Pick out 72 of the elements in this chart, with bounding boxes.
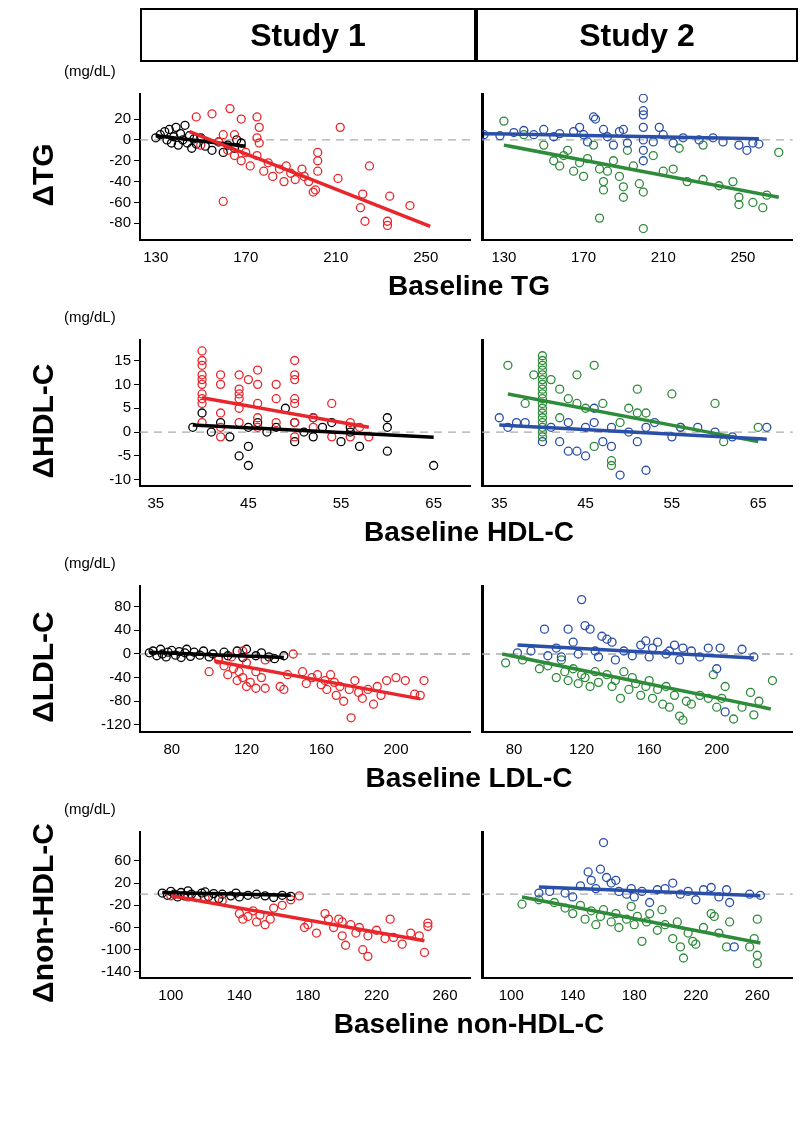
- x-tick-label: 250: [730, 248, 756, 266]
- x-tick-label: 55: [332, 494, 350, 512]
- x-axis-title: Baseline LDL-C: [364, 762, 574, 794]
- x-tick-label: 260: [432, 986, 458, 1004]
- text: (mg/dL): [64, 62, 116, 79]
- x-tick-label: 180: [621, 986, 647, 1004]
- y-tick-label: 20: [114, 873, 131, 891]
- y-tick-label: -120: [100, 715, 131, 733]
- y-tick-label: -80: [109, 691, 131, 709]
- y-tick-label: -60: [109, 917, 131, 935]
- x-tick-label: 140: [226, 986, 252, 1004]
- chart-title: Study 2: [476, 8, 798, 62]
- x-tick-label: 100: [158, 986, 184, 1004]
- x-tick-label: 120: [233, 740, 260, 758]
- y-tick-label: 10: [114, 374, 131, 392]
- y-axis-title: ΔHDL-C: [26, 363, 60, 479]
- y-axis-title: Δnon-HDL-C: [26, 823, 60, 1003]
- x-tick-label: 210: [650, 248, 676, 266]
- x-axis-title: Baseline HDL-C: [362, 516, 575, 548]
- x-tick-label: 130: [491, 248, 517, 266]
- text: (mg/dL): [64, 554, 116, 571]
- y-tick-label: -140: [100, 962, 131, 980]
- x-tick-label: 260: [744, 986, 770, 1004]
- x-tick-label: 120: [569, 740, 595, 758]
- chart-title: Study 1: [140, 8, 476, 62]
- x-tick-label: 45: [240, 494, 257, 512]
- y-tick-label: -20: [109, 150, 131, 168]
- y-tick-label: 40: [114, 620, 131, 638]
- x-tick-label: 250: [413, 248, 439, 266]
- x-tick-label: 210: [323, 248, 349, 266]
- x-tick-label: 200: [704, 740, 730, 758]
- x-axis-title: Baseline non-HDL-C: [332, 1008, 606, 1040]
- x-tick-label: 35: [490, 494, 508, 512]
- y-axis-title: ΔLDL-C: [26, 611, 60, 723]
- x-tick-label: 45: [577, 494, 594, 512]
- text: (mg/dL): [64, 308, 116, 325]
- y-tick-label: 60: [114, 851, 131, 869]
- x-tick-label: 160: [636, 740, 662, 758]
- y-tick-label: 0: [122, 130, 131, 148]
- x-tick-label: 80: [505, 740, 523, 758]
- y-tick-label: -40: [109, 171, 131, 189]
- y-tick-label: -20: [109, 895, 131, 913]
- x-tick-label: 55: [663, 494, 681, 512]
- x-tick-label: 220: [363, 986, 389, 1004]
- y-tick-label: 0: [122, 422, 131, 440]
- y-tick-label: -10: [109, 469, 131, 487]
- x-tick-label: 80: [163, 740, 181, 758]
- y-axis-title: ΔTG: [26, 143, 60, 207]
- y-tick-label: 0: [122, 644, 131, 662]
- y-tick-label: -5: [117, 446, 131, 464]
- x-axis-title: Baseline TG: [387, 270, 551, 302]
- x-tick-label: 200: [383, 740, 409, 758]
- x-tick-label: 35: [147, 494, 165, 512]
- text: (mg/dL): [64, 800, 116, 817]
- x-tick-label: 100: [498, 986, 524, 1004]
- x-tick-label: 65: [425, 494, 442, 512]
- y-tick-label: 5: [122, 398, 131, 416]
- y-tick-label: 20: [114, 109, 131, 127]
- y-tick-label: -40: [109, 667, 131, 685]
- x-tick-label: 140: [560, 986, 586, 1004]
- x-tick-label: 65: [749, 494, 767, 512]
- x-tick-label: 220: [683, 986, 709, 1004]
- y-tick-label: -60: [109, 192, 131, 210]
- y-tick-label: 80: [114, 596, 131, 614]
- y-tick-label: -100: [100, 939, 131, 957]
- x-tick-label: 160: [308, 740, 334, 758]
- y-tick-label: -80: [109, 213, 131, 231]
- x-tick-label: 180: [295, 986, 321, 1004]
- x-tick-label: 130: [143, 248, 169, 266]
- x-tick-label: 170: [571, 248, 597, 266]
- x-tick-label: 170: [233, 248, 259, 266]
- y-tick-label: 15: [114, 350, 131, 368]
